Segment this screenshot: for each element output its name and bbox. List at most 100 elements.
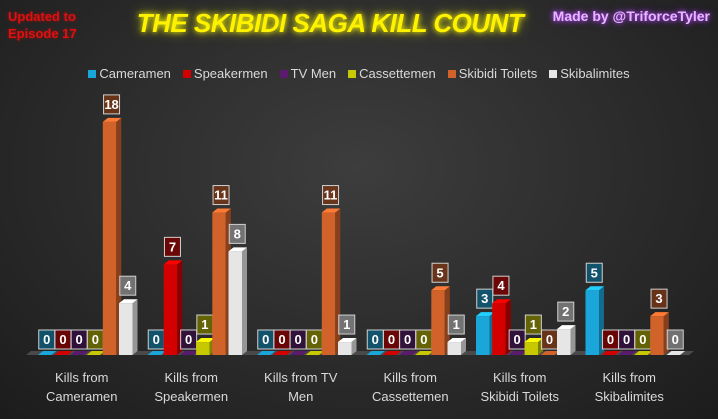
bar-1-2: [179, 351, 199, 355]
data-label: 5: [591, 265, 598, 280]
bar-1-3-top: [196, 338, 215, 343]
data-label-box: [119, 275, 137, 296]
bar-0-1: [54, 351, 73, 355]
bar-2-5: [338, 342, 352, 355]
x-tick-label: Men: [288, 389, 313, 404]
bar-2-1: [273, 351, 292, 355]
data-label: 0: [514, 332, 521, 347]
data-label: 0: [262, 332, 269, 347]
bar-0-0: [38, 351, 57, 355]
bar-4-4: [540, 351, 560, 355]
bar-3-5: [447, 342, 461, 355]
data-label: 11: [324, 188, 338, 203]
bar-2-0: [257, 351, 276, 355]
bar-1-5-side: [242, 247, 247, 355]
legend-label: TV Men: [290, 66, 337, 81]
data-label: 3: [655, 291, 662, 306]
data-label: 0: [420, 332, 427, 347]
data-label-box: [431, 262, 449, 283]
data-label-box: [103, 94, 121, 115]
bar-3-5-side: [461, 338, 466, 355]
legend-item-cassettemen: Cassettemen: [348, 66, 436, 81]
data-label: 0: [388, 332, 395, 347]
data-label: 4: [124, 278, 132, 293]
bar-5-2: [617, 351, 637, 355]
x-tick-label: Kills from TV: [264, 370, 338, 385]
bar-4-1-top: [492, 299, 511, 304]
bar-1-1-top: [163, 260, 183, 265]
data-label-box: [476, 288, 494, 309]
legend-swatch: [279, 69, 288, 78]
data-label: 0: [607, 332, 614, 347]
x-tick-label: Cameramen: [46, 389, 118, 404]
bar-3-1: [382, 351, 402, 355]
bar-3-4: [431, 290, 445, 355]
bar-0-4-side: [116, 117, 122, 356]
bar-5-1: [601, 351, 621, 355]
x-tick-label: Skibalimites: [595, 389, 665, 404]
data-label-box: [447, 314, 465, 335]
data-label: 0: [546, 332, 553, 347]
data-label: 5: [436, 265, 443, 280]
bar-3-4-top: [431, 286, 450, 291]
data-label: 1: [530, 317, 537, 332]
data-label: 3: [481, 291, 488, 306]
bar-4-3-top: [524, 338, 544, 343]
data-label: 0: [295, 332, 302, 347]
x-tick-label: Kills from: [384, 370, 437, 385]
x-tick-label: Kills from: [165, 370, 218, 385]
update-stamp-line1: Updated to: [8, 9, 76, 24]
bar-3-3: [415, 351, 434, 355]
data-label-box: [322, 185, 340, 206]
bar-5-4-top: [650, 312, 669, 317]
bar-5-4: [650, 316, 664, 355]
bar-3-4-side: [444, 286, 450, 355]
legend-item-tv-men: TV Men: [279, 66, 337, 81]
x-tick-label: Kills from: [493, 370, 546, 385]
bar-2-3: [305, 351, 325, 355]
data-label: 1: [453, 317, 460, 332]
data-label: 2: [562, 304, 569, 319]
x-tick-label: Kills from: [603, 370, 656, 385]
data-label-box: [338, 314, 356, 335]
bar-0-5-side: [132, 299, 138, 355]
bar-0-4-top: [102, 117, 122, 122]
update-stamp-line2: Episode 17: [8, 26, 77, 41]
x-tick-label: Speakermen: [154, 389, 228, 404]
data-label: 0: [92, 332, 99, 347]
bar-2-4-top: [321, 208, 341, 213]
x-tick-label: Skibidi Toilets: [480, 389, 559, 404]
bar-4-5: [557, 329, 571, 355]
bar-1-1: [163, 264, 178, 355]
data-label: 1: [201, 317, 208, 332]
legend-swatch: [88, 69, 97, 78]
legend-item-skibidi-toilets: Skibidi Toilets: [447, 66, 537, 81]
bar-5-0-top: [585, 286, 604, 291]
data-label-box: [666, 329, 684, 350]
data-label-box: [508, 329, 526, 350]
data-label: 0: [404, 332, 411, 347]
legend-swatch: [549, 69, 558, 78]
bar-1-3: [196, 342, 210, 355]
bar-4-2: [508, 351, 527, 355]
data-label: 0: [639, 332, 646, 347]
data-label: 1: [343, 317, 350, 332]
data-label: 0: [672, 332, 679, 347]
bar-4-0: [476, 316, 490, 355]
data-label: 0: [185, 332, 192, 347]
bar-1-0: [147, 351, 166, 355]
legend-label: Cameramen: [99, 66, 171, 81]
legend-label: Cassettemen: [359, 66, 436, 81]
bar-4-5-side: [570, 325, 576, 355]
data-label: 11: [214, 188, 228, 203]
legend-swatch: [447, 69, 456, 78]
data-label-box: [228, 223, 246, 244]
data-label-box: [212, 185, 230, 206]
credit-label: Made by @TriforceTyler: [552, 8, 710, 24]
data-label-box: [524, 314, 542, 335]
bar-4-0-top: [476, 312, 495, 317]
data-label: 7: [169, 239, 176, 254]
data-label-box: [180, 329, 198, 350]
bar-0-2: [70, 351, 89, 355]
